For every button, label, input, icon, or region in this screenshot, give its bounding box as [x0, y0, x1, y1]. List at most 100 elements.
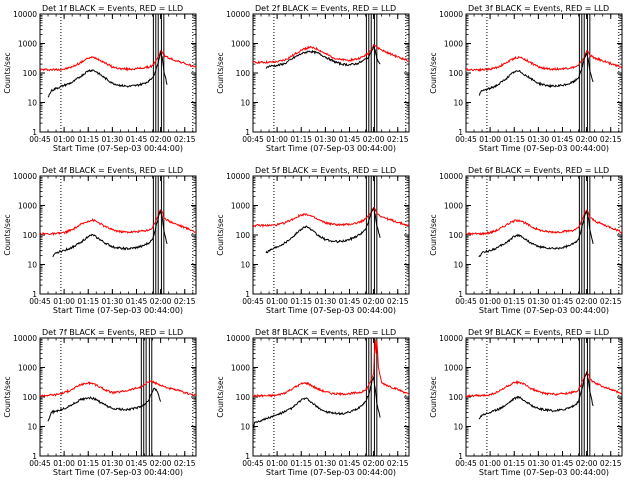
x-tick-label: 01:00: [266, 297, 288, 306]
panel-det-1: Det 1f BLACK = Events, RED = LLD 1 10 100 10…: [3, 4, 197, 153]
y-tick-label: 10000: [439, 172, 463, 181]
x-tick-label: 01:15: [503, 135, 525, 144]
panel-det-4: Det 4f BLACK = Events, RED = LLD 1 10 100 10…: [3, 166, 197, 315]
panel-title: Det 5f BLACK = Events, RED = LLD: [255, 166, 396, 175]
y-tick-label: 10000: [226, 172, 250, 181]
x-tick-label: 01:15: [77, 297, 99, 306]
x-tick-label: 01:45: [126, 459, 148, 468]
x-tick-label: 02:00: [576, 135, 598, 144]
plot-frame: [252, 337, 410, 457]
y-tick-label: 1: [32, 452, 37, 461]
x-tick-label: 02:00: [363, 459, 385, 468]
x-axis-label: Start Time (07-Sep-03 00:44:00): [266, 306, 396, 315]
events-series-line: [265, 45, 381, 69]
y-tick-label: 100: [449, 393, 464, 402]
x-axis-label: Start Time (07-Sep-03 00:44:00): [479, 306, 609, 315]
panel-det-3: Det 3f BLACK = Events, RED = LLD 1 10 100 10…: [429, 4, 623, 153]
x-tick-label: 01:15: [290, 135, 312, 144]
x-tick-label: 00:45: [455, 297, 477, 306]
y-tick-label: 1000: [18, 364, 37, 373]
plot-frame: [465, 175, 623, 295]
x-tick-label: 02:15: [600, 135, 622, 144]
panel-det-6: Det 6f BLACK = Events, RED = LLD 1 10 100 10…: [429, 166, 623, 315]
x-tick-label: 02:15: [600, 297, 622, 306]
plot-frame: [465, 13, 623, 133]
x-tick-label: 02:00: [576, 459, 598, 468]
y-tick-label: 10000: [226, 10, 250, 19]
x-tick-label: 01:15: [290, 459, 312, 468]
x-axis-label: Start Time (07-Sep-03 00:44:00): [53, 144, 183, 153]
x-tick-label: 01:45: [552, 297, 574, 306]
y-tick-label: 1: [458, 452, 463, 461]
x-tick-label: 01:30: [315, 297, 337, 306]
y-tick-label: 1: [458, 128, 463, 137]
y-tick-label: 10000: [13, 334, 37, 343]
y-tick-label: 100: [236, 69, 251, 78]
x-tick-label: 00:45: [242, 459, 264, 468]
y-axis-label: Counts/sec: [216, 214, 225, 255]
panel-det-8: Det 8f BLACK = Events, RED = LLD 1 10 100 10…: [216, 328, 410, 477]
events-series-line: [265, 207, 381, 254]
x-tick-label: 02:15: [174, 297, 196, 306]
y-axis-label: Counts/sec: [3, 52, 12, 93]
x-axis-label: Start Time (07-Sep-03 00:44:00): [479, 144, 609, 153]
x-tick-label: 01:30: [315, 459, 337, 468]
y-axis-label: Counts/sec: [429, 376, 438, 417]
y-tick-label: 10: [27, 99, 37, 108]
x-axis-label: Start Time (07-Sep-03 00:44:00): [53, 468, 183, 477]
x-tick-label: 02:00: [363, 135, 385, 144]
y-axis-label: Counts/sec: [216, 376, 225, 417]
y-tick-label: 100: [236, 231, 251, 240]
lld-series-line: [253, 339, 409, 398]
y-tick-label: 10: [453, 99, 463, 108]
plot-frame: [39, 13, 197, 133]
x-tick-label: 01:15: [77, 459, 99, 468]
x-tick-label: 01:45: [339, 135, 361, 144]
y-tick-label: 1000: [231, 40, 250, 49]
x-tick-label: 01:00: [53, 297, 75, 306]
x-tick-label: 01:30: [315, 135, 337, 144]
x-tick-label: 02:15: [387, 135, 409, 144]
events-series-line: [47, 50, 168, 98]
events-series-line: [52, 209, 168, 258]
y-tick-label: 10000: [13, 10, 37, 19]
x-tick-label: 02:15: [387, 459, 409, 468]
x-tick-label: 00:45: [242, 135, 264, 144]
x-tick-label: 01:30: [528, 297, 550, 306]
y-tick-label: 10: [453, 261, 463, 270]
y-tick-label: 100: [23, 231, 38, 240]
x-tick-label: 00:45: [29, 459, 51, 468]
x-tick-label: 02:00: [576, 297, 598, 306]
y-tick-label: 10000: [439, 334, 463, 343]
y-tick-label: 100: [449, 69, 464, 78]
y-tick-label: 10000: [13, 172, 37, 181]
panel-title: Det 3f BLACK = Events, RED = LLD: [468, 4, 609, 13]
events-series-line: [47, 387, 162, 422]
y-tick-label: 100: [23, 393, 38, 402]
x-tick-label: 00:45: [29, 297, 51, 306]
panel-title: Det 7f BLACK = Events, RED = LLD: [42, 328, 183, 337]
plot-frame: [252, 13, 410, 133]
panel-title: Det 4f BLACK = Events, RED = LLD: [42, 166, 183, 175]
y-tick-label: 1: [245, 290, 250, 299]
y-tick-label: 10: [240, 261, 250, 270]
events-series-line: [478, 210, 594, 258]
x-tick-label: 01:00: [53, 459, 75, 468]
lld-series-line: [253, 206, 409, 229]
panel-det-2: Det 2f BLACK = Events, RED = LLD 1 10 100 10…: [216, 4, 410, 153]
panel-title: Det 8f BLACK = Events, RED = LLD: [255, 328, 396, 337]
panel-det-7: Det 7f BLACK = Events, RED = LLD 1 10 100 10…: [3, 328, 197, 477]
y-tick-label: 100: [236, 393, 251, 402]
x-tick-label: 00:45: [242, 297, 264, 306]
y-tick-label: 10000: [226, 334, 250, 343]
x-tick-label: 01:30: [102, 297, 124, 306]
y-tick-label: 1000: [444, 202, 463, 211]
x-tick-label: 01:00: [266, 135, 288, 144]
x-tick-label: 01:45: [339, 459, 361, 468]
panel-det-5: Det 5f BLACK = Events, RED = LLD 1 10 100 10…: [216, 166, 410, 315]
x-tick-label: 00:45: [29, 135, 51, 144]
events-series-line: [478, 52, 594, 96]
y-tick-label: 10: [240, 99, 250, 108]
events-series-line: [478, 371, 594, 420]
